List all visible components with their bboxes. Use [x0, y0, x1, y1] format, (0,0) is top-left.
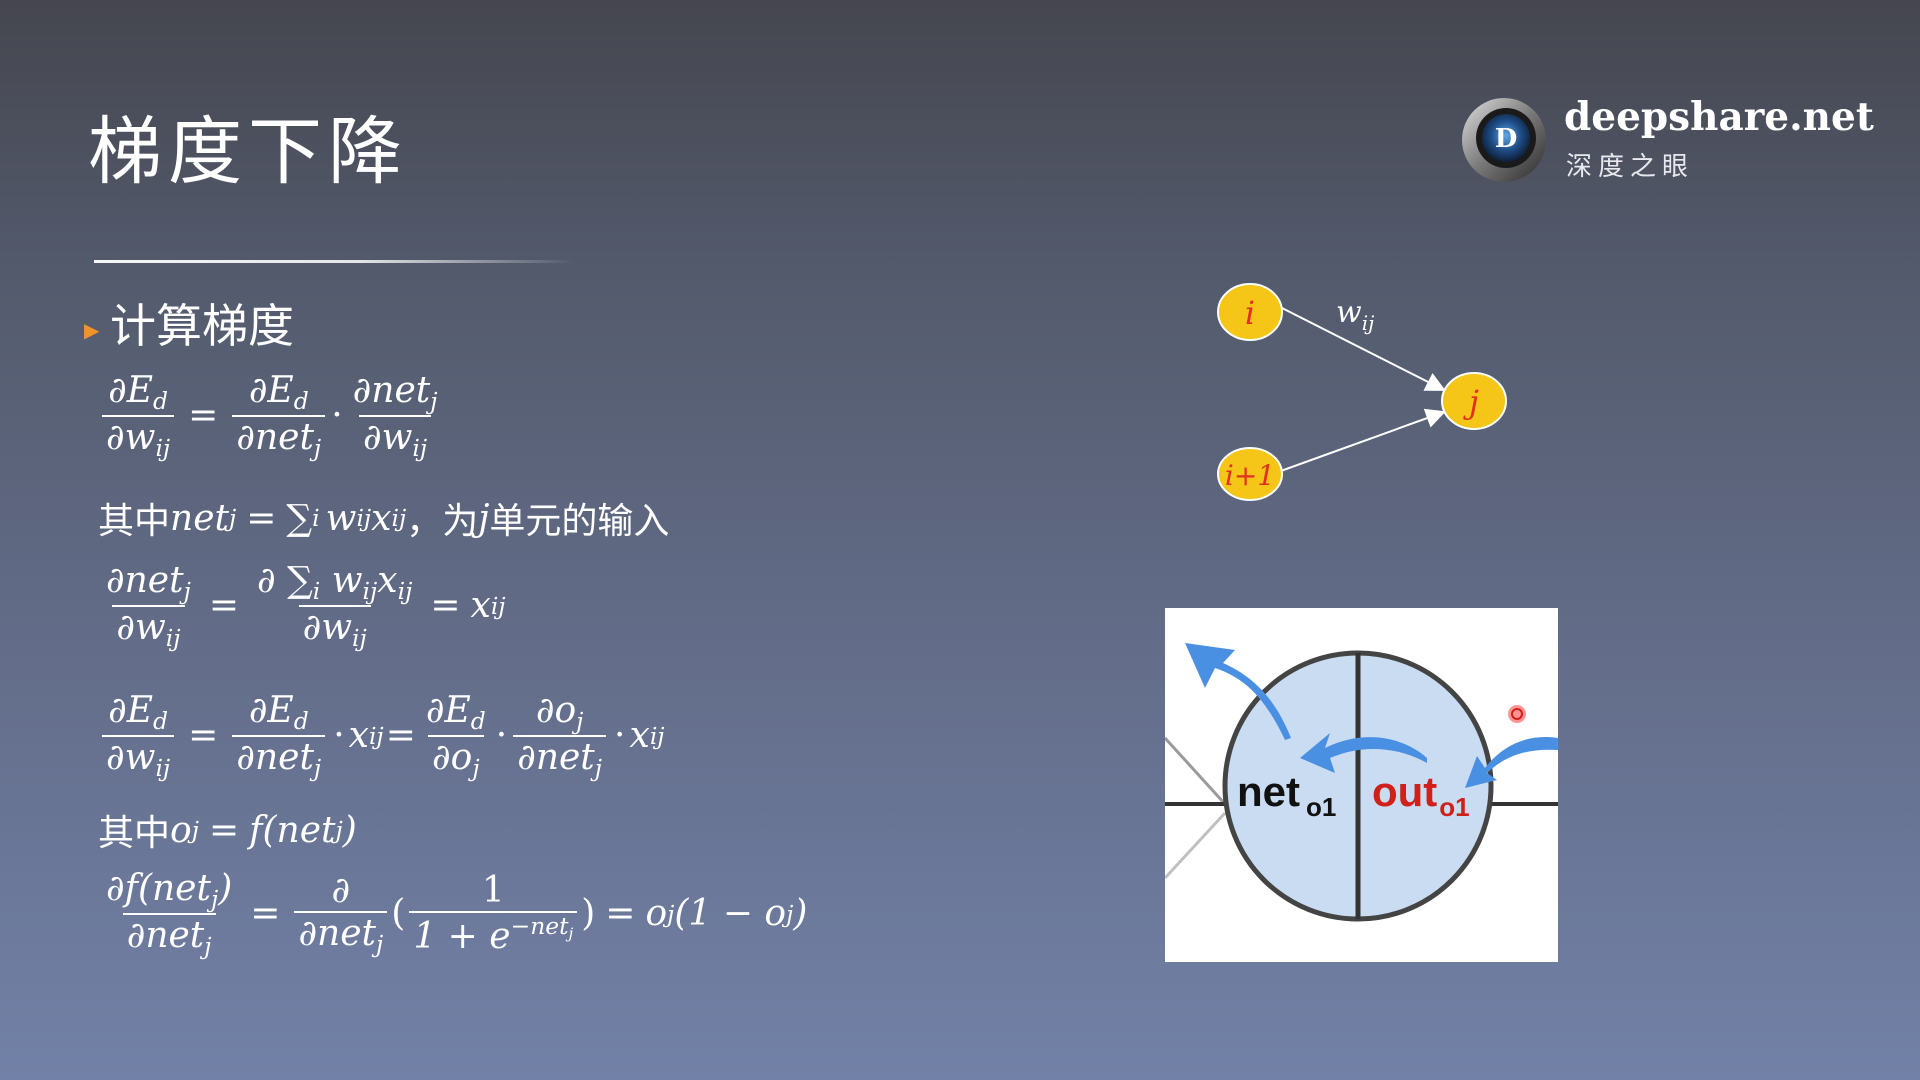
- equation-sigmoid-derivative: ∂f(netj) ∂netj = ∂ ∂netj ( 1 1 + e−netj …: [98, 868, 807, 960]
- node-i: [1217, 283, 1283, 341]
- node-j: [1441, 372, 1507, 430]
- deepshare-eye-logo-icon: D: [1462, 98, 1546, 182]
- network-diagram: wij i i+1 j: [1217, 283, 1507, 501]
- fraction: ∂Ed ∂netj: [232, 690, 326, 782]
- equation-net-derivative: ∂netj ∂wij = ∂ ∑i wijxij ∂wij = x ij: [98, 560, 506, 652]
- fraction: ∂f(netj) ∂netj: [106, 868, 233, 960]
- net-label: net o1: [1237, 768, 1336, 822]
- logo-letter: D: [1495, 124, 1518, 154]
- fraction: ∂Ed ∂wij: [102, 690, 175, 782]
- section-title: 计算梯度: [110, 299, 294, 353]
- edge-i1-to-j: [1277, 408, 1446, 473]
- fraction: ∂Ed ∂netj: [232, 370, 326, 462]
- logo: D deepshare.net 深度之眼: [1460, 94, 1874, 186]
- equation-error-derivative: ∂Ed ∂wij = ∂Ed ∂netj · x ij = ∂Ed ∂oj · ∂…: [98, 690, 665, 782]
- fraction: ∂netj ∂wij: [106, 560, 191, 652]
- equation-chain-rule: ∂Ed ∂wij = ∂Ed ∂netj · ∂netj ∂wij: [98, 370, 445, 462]
- weight-label: wij: [1336, 295, 1374, 335]
- cursor-dot-icon: [1511, 708, 1523, 720]
- out-label: outo1: [1372, 768, 1470, 822]
- bullet-arrow-icon: ▶: [84, 318, 100, 342]
- edge-i-to-j: [1277, 305, 1446, 391]
- node-i1-label: i+1: [1225, 459, 1275, 492]
- fraction: ∂netj ∂wij: [352, 370, 438, 462]
- node-i1: [1217, 447, 1283, 501]
- logo-name: deepshare.net: [1564, 94, 1874, 140]
- node-i-label: i: [1245, 294, 1255, 332]
- arrow-up-left-icon: [1185, 643, 1291, 740]
- fraction: ∂oj ∂netj: [513, 690, 607, 782]
- definition-net-input: 其中 net j = ∑ i w ij x ij ，为 j 单元的输入: [98, 497, 670, 543]
- neuron-svg: net o1 outo1: [1165, 643, 1558, 922]
- arrow-in-icon: [1465, 737, 1558, 788]
- fraction: ∂ ∂netj: [294, 870, 388, 958]
- neuron-illustration: net o1 outo1: [1165, 608, 1558, 962]
- fraction: ∂Ed ∂oj: [425, 690, 486, 782]
- logo-subtitle: 深度之眼: [1566, 152, 1695, 182]
- fraction: ∂Ed ∂wij: [102, 370, 175, 462]
- title-divider: [94, 260, 574, 263]
- fraction: ∂ ∑i wijxij ∂wij: [257, 560, 413, 652]
- fraction: 1 1 + e−netj: [409, 870, 578, 958]
- slide-title: 梯度下降: [88, 109, 408, 195]
- arrow-left-icon: [1300, 733, 1427, 773]
